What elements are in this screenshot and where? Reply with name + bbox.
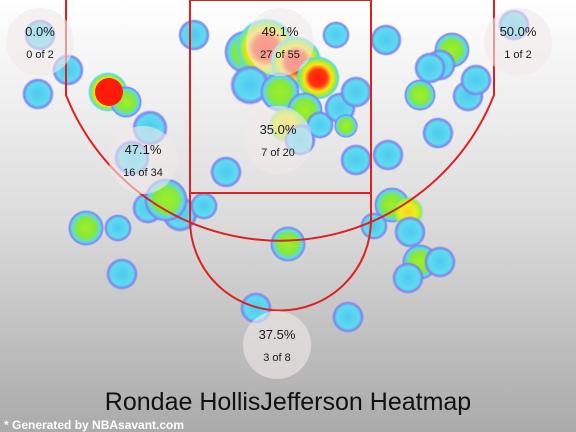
three-point-line bbox=[65, 0, 495, 242]
heat-spot bbox=[392, 262, 424, 294]
heat-spot bbox=[190, 192, 218, 220]
zone-left-corner-three: 0.0% 0 of 2 bbox=[6, 8, 74, 76]
zone-bubble bbox=[6, 8, 74, 76]
heat-spot bbox=[230, 65, 270, 105]
zone-bubble bbox=[484, 8, 552, 76]
heat-spot bbox=[296, 56, 340, 100]
zone-paint: 49.1% 27 of 55 bbox=[246, 8, 314, 76]
heat-spot bbox=[394, 216, 426, 248]
credit-text: * Generated by NBAsavant.com bbox=[4, 418, 184, 432]
zone-layer: 0.0% 0 of 2 49.1% 27 of 55 50.0% 1 of 2 47.1% 1… bbox=[6, 8, 552, 379]
zone-made-of-attempts: 0 of 2 bbox=[26, 49, 54, 61]
heat-spot bbox=[360, 212, 388, 240]
heat-spot bbox=[306, 111, 334, 139]
heat-spot bbox=[370, 24, 402, 56]
heat-spot bbox=[422, 117, 454, 149]
zone-made-of-attempts: 1 of 2 bbox=[504, 49, 532, 61]
heat-spot bbox=[332, 301, 364, 333]
zone-bubble bbox=[243, 311, 311, 379]
heat-spot bbox=[68, 210, 104, 246]
court-lines bbox=[65, 0, 495, 312]
free-throw-circle bbox=[189, 193, 372, 312]
heat-spot bbox=[106, 258, 138, 290]
heat-spot bbox=[340, 76, 372, 108]
heat-spot bbox=[414, 52, 446, 84]
zone-percentage: 47.1% bbox=[125, 142, 162, 157]
zone-percentage: 50.0% bbox=[500, 24, 537, 39]
heat-spot bbox=[334, 114, 358, 138]
heat-spot bbox=[178, 19, 210, 51]
heat-spot bbox=[372, 139, 404, 171]
zone-made-of-attempts: 3 of 8 bbox=[263, 352, 291, 364]
heat-spot bbox=[424, 246, 456, 278]
zone-percentage: 37.5% bbox=[259, 327, 296, 342]
zone-made-of-attempts: 27 of 55 bbox=[260, 49, 300, 61]
heat-spot bbox=[270, 226, 306, 262]
zone-bubble bbox=[244, 106, 312, 174]
hot-spot-marker bbox=[95, 78, 123, 106]
heat-spot bbox=[322, 21, 350, 49]
zone-left-midrange: 47.1% 16 of 34 bbox=[109, 126, 177, 194]
heat-spot bbox=[404, 79, 436, 111]
zone-bubble bbox=[246, 8, 314, 76]
zone-right-corner-three: 50.0% 1 of 2 bbox=[484, 8, 552, 76]
zone-made-of-attempts: 16 of 34 bbox=[123, 167, 163, 179]
zone-percentage: 35.0% bbox=[260, 122, 297, 137]
zone-made-of-attempts: 7 of 20 bbox=[261, 147, 295, 159]
zone-bubble bbox=[109, 126, 177, 194]
zone-top-of-key-three: 37.5% 3 of 8 bbox=[243, 311, 311, 379]
zone-percentage: 49.1% bbox=[262, 24, 299, 39]
heat-spot bbox=[22, 78, 54, 110]
chart-title: Rondae HollisJefferson Heatmap bbox=[105, 388, 471, 416]
zone-percentage: 0.0% bbox=[25, 24, 55, 39]
zone-mid-paint: 35.0% 7 of 20 bbox=[244, 106, 312, 174]
heat-spot bbox=[210, 156, 242, 188]
paint-lane bbox=[189, 0, 372, 194]
heat-spot bbox=[460, 64, 492, 96]
heat-spot bbox=[104, 214, 132, 242]
heat-spot bbox=[340, 144, 372, 176]
